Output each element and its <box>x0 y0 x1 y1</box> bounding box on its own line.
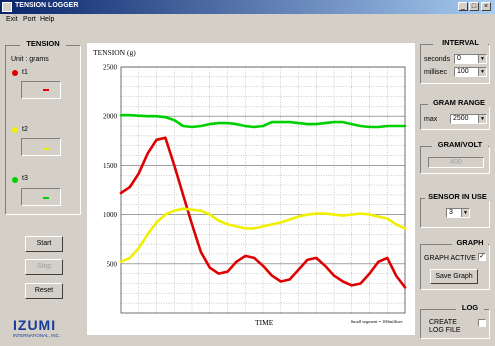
reset-button[interactable]: Reset <box>25 283 63 299</box>
sensor-in-use-select[interactable]: 3 ▼ <box>446 208 470 218</box>
app-icon <box>2 2 12 12</box>
izumi-logo-subtitle: INTERNATIONAL, INC. <box>13 333 61 338</box>
log-title: LOG <box>456 303 484 312</box>
tension-chart: 500 1000 1500 2000 2500 TENSION (g) TIME Small … <box>93 48 407 327</box>
chevron-down-icon[interactable]: ▼ <box>478 68 486 76</box>
start-button[interactable]: Start <box>25 236 63 252</box>
interval-panel <box>420 44 490 84</box>
sensor-t2-readout <box>21 138 61 156</box>
sensor-t3-value-mark <box>43 197 49 199</box>
x-axis-label: TIME <box>255 318 274 327</box>
seconds-value: 0 <box>457 55 461 62</box>
create-log-label: CREATE LOG FILE <box>429 319 461 334</box>
max-label: max <box>424 116 438 123</box>
gram-range-title: GRAM RANGE <box>428 98 490 107</box>
sensor-t2-dot <box>12 127 18 133</box>
sensor-t1-readout <box>21 81 61 99</box>
series-line-3 <box>119 113 407 129</box>
minimize-button[interactable]: _ <box>458 2 468 11</box>
unit-label: Unit : grams <box>11 56 49 63</box>
maximize-button[interactable]: □ <box>469 2 479 11</box>
y-tick-label: 1000 <box>103 211 118 219</box>
window-title: TENSION LOGGER <box>15 2 79 9</box>
gram-volt-field[interactable]: 400 <box>428 157 484 168</box>
graph-active-checkbox[interactable]: ✓ <box>478 253 486 261</box>
sensor-t1-value-mark <box>43 89 49 91</box>
sensor-in-use-value: 3 <box>449 209 453 216</box>
title-bar[interactable]: TENSION LOGGER _ □ × <box>0 0 495 14</box>
y-tick-label: 2500 <box>103 64 118 72</box>
y-tick-label: 1500 <box>103 162 118 170</box>
chart-note: Small segment = 100millisec <box>351 319 403 324</box>
millisec-select[interactable]: 100 ▼ <box>454 67 487 77</box>
menu-help[interactable]: Help <box>40 16 55 23</box>
y-axis-label: TENSION (g) <box>93 48 136 57</box>
chevron-down-icon[interactable]: ▼ <box>478 55 486 63</box>
series-line-1 <box>119 136 407 289</box>
sensor-t1-dot <box>12 70 18 76</box>
seconds-label: seconds <box>424 56 451 63</box>
menu-exit[interactable]: Exit <box>6 16 18 23</box>
plot-frame <box>120 66 406 314</box>
millisec-label: millisec <box>424 69 447 76</box>
izumi-logo: IZUMI <box>13 317 57 333</box>
chevron-down-icon[interactable]: ▼ <box>461 209 469 217</box>
seconds-select[interactable]: 0 ▼ <box>454 54 487 64</box>
sensor-t2-value-mark <box>43 148 49 150</box>
sensor-t3-dot <box>12 177 18 183</box>
menu-port[interactable]: Port <box>23 16 36 23</box>
create-log-checkbox[interactable] <box>478 319 486 327</box>
y-tick-label: 500 <box>107 260 118 268</box>
y-tick-label: 2000 <box>103 113 118 121</box>
gram-range-select[interactable]: 2500 ▼ <box>450 114 487 124</box>
series-line-2 <box>119 207 407 264</box>
chevron-down-icon[interactable]: ▼ <box>478 115 486 123</box>
graph-title: GRAPH <box>452 238 488 247</box>
millisec-value: 100 <box>457 68 469 75</box>
menu-bar: Exit Port Help <box>0 14 495 26</box>
sensor-t3-readout <box>21 188 61 206</box>
sensor-in-use-title: SENSOR IN USE <box>425 192 490 201</box>
graph-active-label: GRAPH ACTIVE <box>424 255 476 262</box>
chart-area: 500 1000 1500 2000 2500 TENSION (g) TIME Small … <box>87 43 415 335</box>
gram-volt-title: GRAM/VOLT <box>432 140 488 149</box>
log-panel <box>420 309 490 339</box>
sensor-t2-label: t2 <box>22 126 28 133</box>
sensor-t1-label: t1 <box>22 69 28 76</box>
save-graph-button[interactable]: Save Graph <box>430 269 478 284</box>
sensor-t3-label: t3 <box>22 175 28 182</box>
close-button[interactable]: × <box>481 2 491 11</box>
stop-button[interactable]: Stop <box>25 259 63 275</box>
gram-range-value: 2500 <box>453 115 469 122</box>
interval-title: INTERVAL <box>433 38 488 47</box>
tension-title: TENSION <box>20 39 66 48</box>
